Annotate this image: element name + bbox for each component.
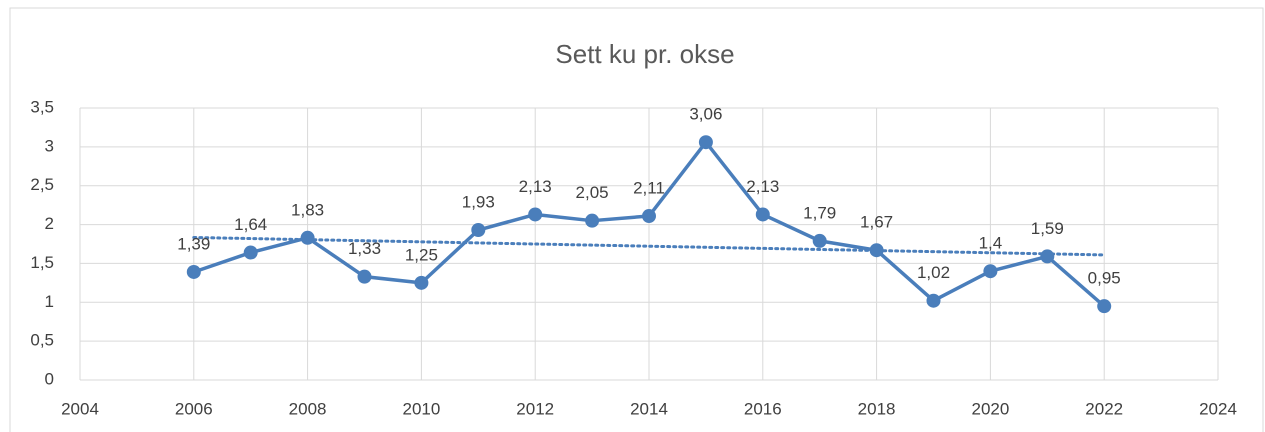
y-tick-label: 3	[45, 136, 54, 155]
x-tick-label: 2022	[1085, 399, 1123, 418]
x-tick-label: 2016	[744, 399, 782, 418]
data-point	[471, 223, 486, 238]
x-tick-label: 2020	[971, 399, 1009, 418]
x-tick-label: 2006	[175, 399, 213, 418]
x-tick-label: 2018	[858, 399, 896, 418]
data-label: 1,83	[291, 200, 324, 219]
data-label: 2,13	[519, 177, 552, 196]
data-point	[585, 213, 600, 228]
chart-frame	[9, 7, 1264, 432]
data-point	[528, 207, 543, 222]
data-label: 1,79	[803, 203, 836, 222]
data-point	[755, 207, 770, 222]
trendline	[192, 235, 1106, 257]
data-label: 2,11	[633, 179, 665, 198]
data-point	[1097, 299, 1112, 314]
data-label: 1,33	[348, 239, 381, 258]
data-label: 1,39	[177, 234, 210, 253]
x-tick-label: 2024	[1199, 399, 1237, 418]
chart-title: Sett ku pr. okse	[555, 39, 734, 69]
y-tick-label: 2,5	[30, 175, 54, 194]
x-tick-label: 2012	[516, 399, 554, 418]
x-tick-label: 2008	[289, 399, 327, 418]
x-tick-label: 2004	[61, 399, 99, 418]
data-point	[698, 135, 713, 150]
data-point	[300, 230, 315, 245]
y-tick-label: 3,5	[30, 97, 54, 116]
data-point	[243, 245, 258, 260]
data-label: 1,67	[860, 213, 893, 232]
data-point	[812, 233, 827, 248]
data-label: 1,64	[234, 215, 267, 234]
data-point	[642, 209, 656, 224]
data-point	[869, 243, 884, 258]
x-tick-label: 2014	[630, 399, 668, 418]
y-tick-label: 1	[45, 292, 54, 311]
data-point	[926, 293, 941, 308]
data-label: 1,25	[405, 245, 438, 264]
data-label: 3,06	[689, 105, 722, 124]
y-tick-label: 0,5	[30, 331, 54, 350]
data-point	[357, 269, 372, 284]
data-label: 1,02	[917, 263, 950, 282]
data-point	[186, 264, 201, 279]
data-point	[414, 275, 429, 290]
x-tick-label: 2010	[402, 399, 440, 418]
data-label: 2,05	[576, 183, 609, 202]
data-label: 1,59	[1031, 219, 1064, 238]
data-point	[983, 264, 998, 279]
data-label: 2,13	[746, 177, 779, 196]
data-label: 0,95	[1088, 269, 1121, 288]
data-label: 1,93	[462, 192, 495, 211]
data-point	[1040, 249, 1055, 264]
y-tick-label: 2	[45, 214, 54, 233]
data-label: 1,4	[979, 234, 1003, 253]
y-tick-label: 1,5	[30, 253, 54, 272]
y-tick-label: 0	[45, 369, 54, 388]
